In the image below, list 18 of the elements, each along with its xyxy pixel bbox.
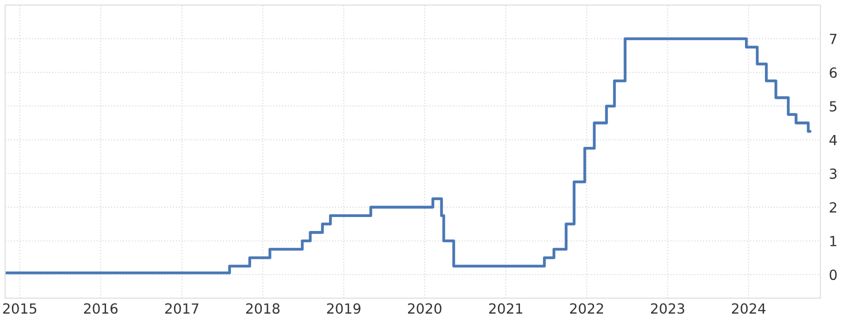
x-tick-label: 2023 — [651, 303, 684, 314]
x-tick-label: 2020 — [408, 303, 442, 314]
x-tick-label: 2019 — [327, 303, 360, 314]
y-tick-label: 0 — [830, 270, 837, 280]
x-tick-label: 2022 — [570, 303, 604, 314]
y-tick-label: 7 — [830, 34, 836, 44]
x-tick-label: 2024 — [732, 303, 766, 314]
x-tick-label: 2018 — [246, 303, 280, 314]
y-tick-label: 3 — [830, 168, 836, 179]
y-tick-label: 4 — [829, 134, 837, 146]
x-tick-label: 2017 — [165, 303, 198, 314]
x-tick-label: 2015 — [3, 303, 36, 314]
y-tick-label: 1 — [830, 236, 836, 246]
x-tick-label: 2021 — [489, 303, 522, 314]
x-tick-label: 2016 — [84, 303, 118, 314]
y-tick-label: 6 — [830, 67, 837, 78]
y-tick-label: 2 — [830, 202, 836, 212]
y-tick-label: 5 — [830, 101, 836, 112]
